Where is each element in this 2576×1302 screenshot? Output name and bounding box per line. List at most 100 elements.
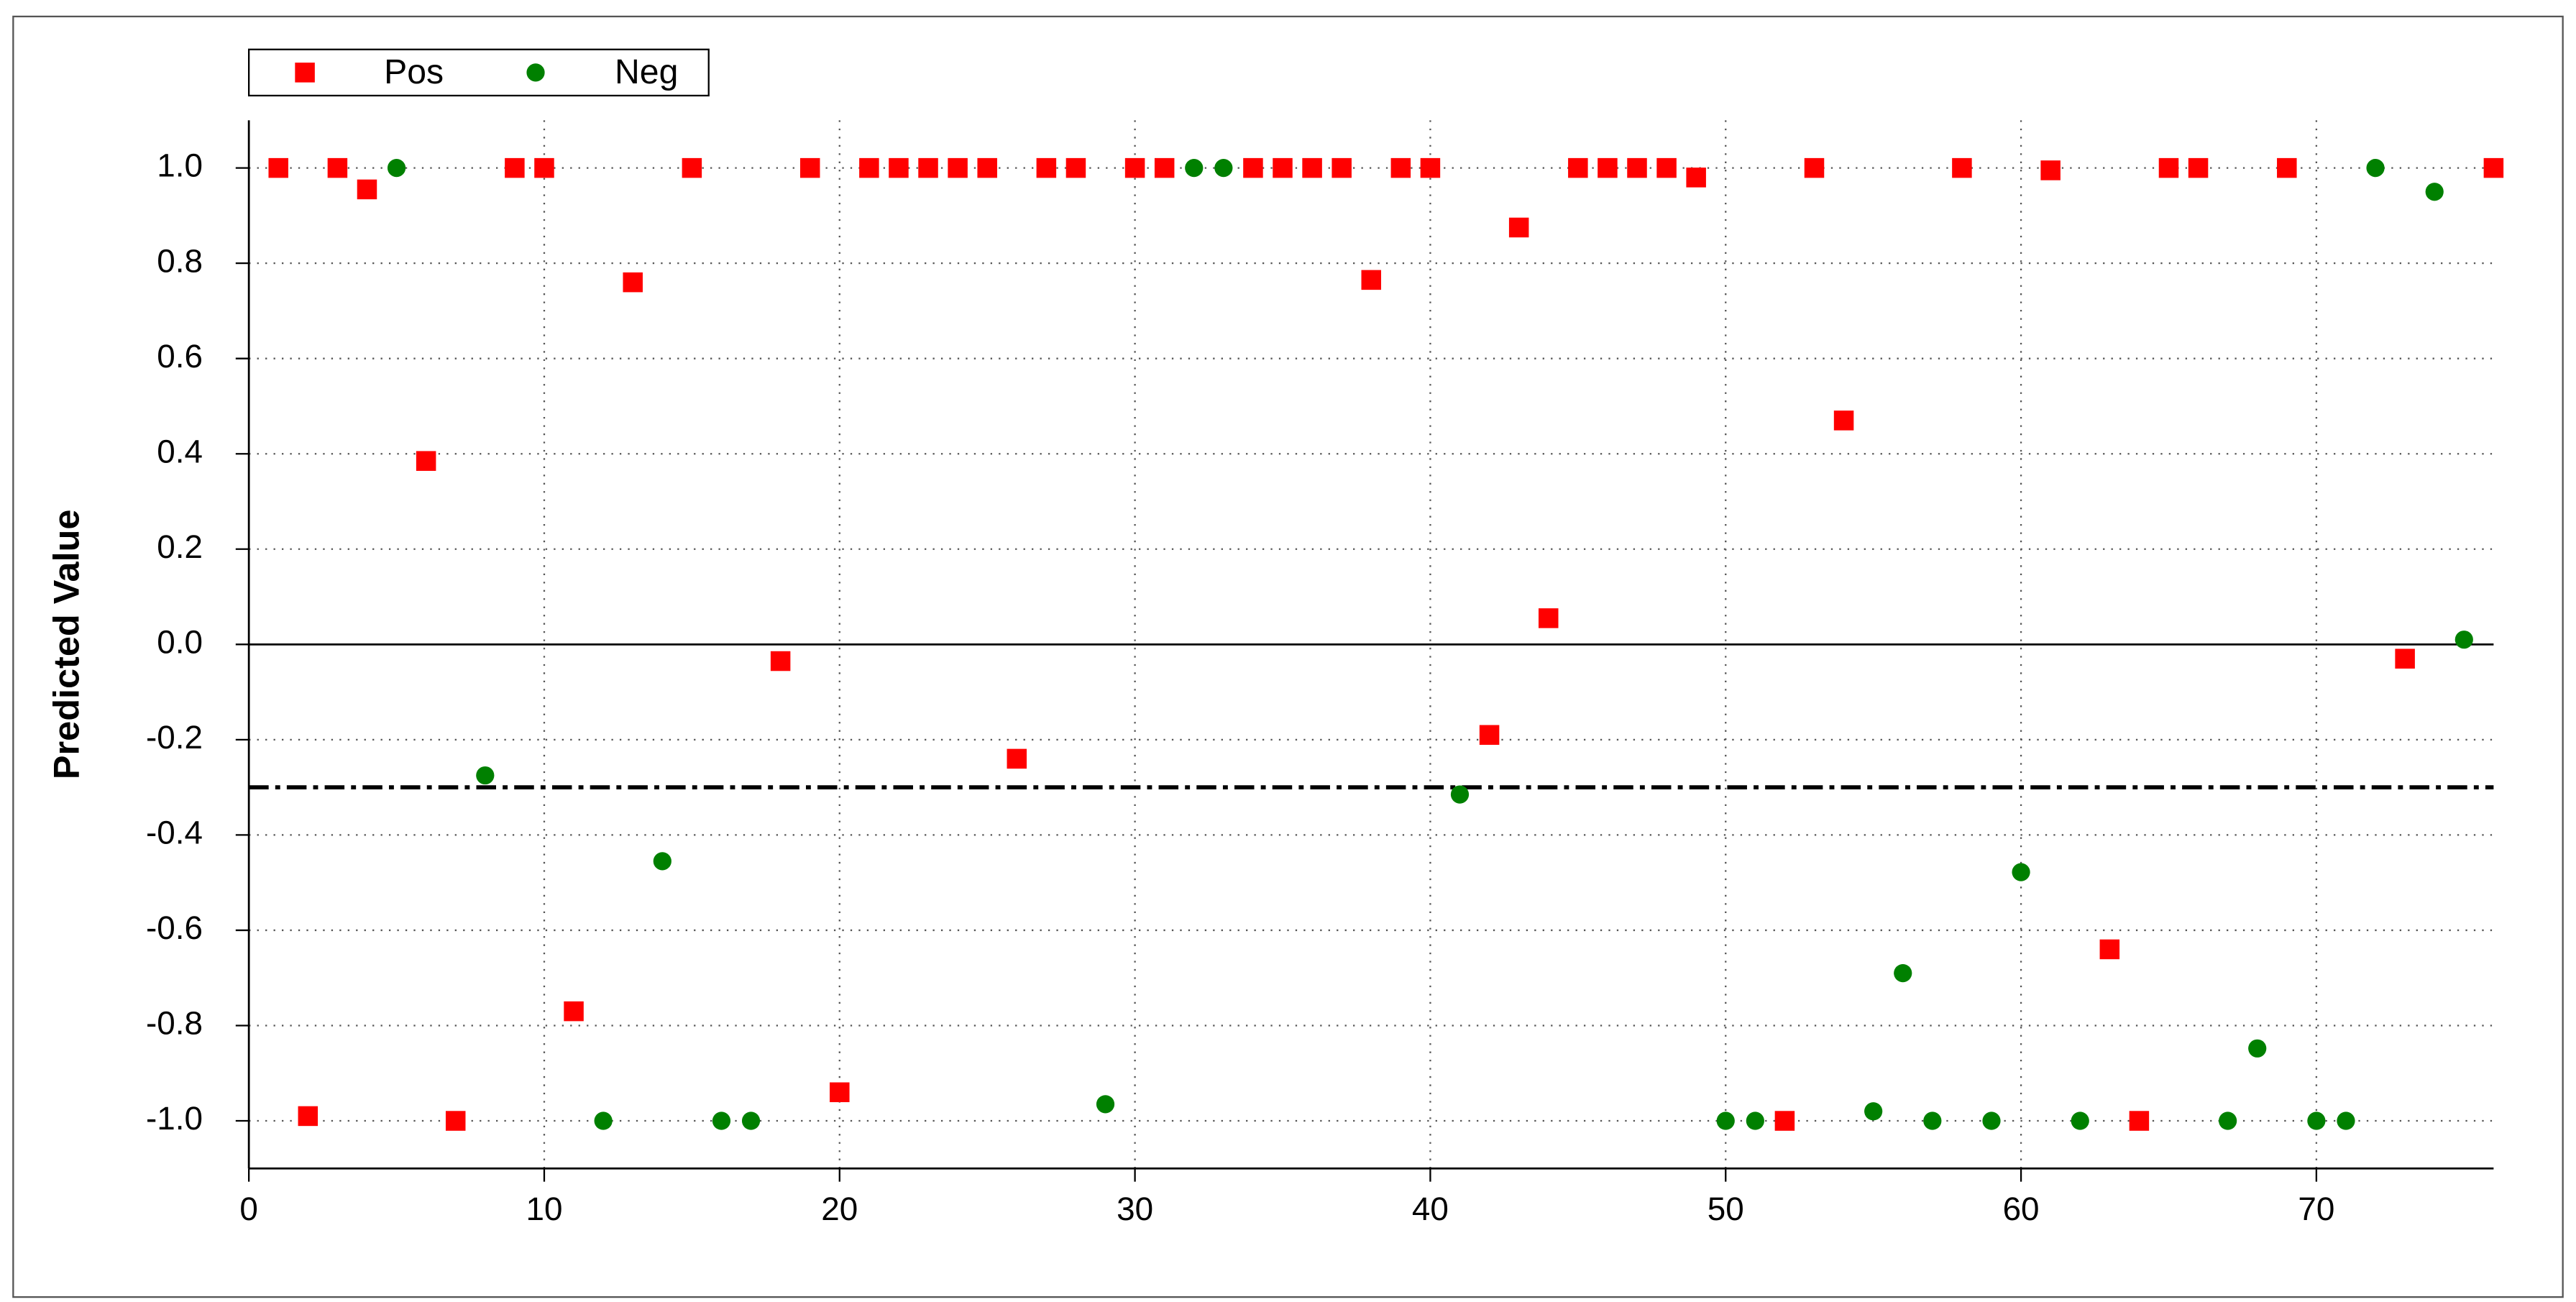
data-point [977, 157, 997, 178]
data-point [2483, 157, 2504, 178]
data-point [2012, 863, 2030, 881]
data-point [357, 179, 377, 200]
data-point [948, 157, 968, 178]
data-point [623, 272, 643, 293]
data-point [1420, 157, 1441, 178]
data-point [682, 157, 702, 178]
x-tick-label: 70 [2298, 1191, 2334, 1227]
y-tick-label: 0.8 [157, 242, 203, 279]
data-point [1007, 748, 1027, 769]
data-point [859, 157, 879, 178]
legend-marker [295, 63, 315, 83]
data-point [564, 1001, 584, 1022]
data-point [889, 157, 909, 178]
y-tick-label: -0.6 [146, 909, 203, 946]
data-point [1331, 157, 1352, 178]
data-point [1598, 157, 1618, 178]
data-point [1833, 411, 1854, 431]
data-point [1154, 157, 1175, 178]
data-point [327, 157, 348, 178]
y-tick-label: -0.4 [146, 815, 203, 851]
data-point [2040, 160, 2061, 180]
data-point [1894, 963, 1912, 983]
x-tick-label: 60 [2003, 1191, 2040, 1227]
x-tick-label: 0 [239, 1191, 258, 1227]
data-point [1686, 168, 1706, 188]
data-point [2366, 159, 2385, 178]
data-point [2158, 157, 2179, 178]
data-point [1302, 157, 1322, 178]
data-point [1214, 159, 1233, 178]
y-tick-label: 1.0 [157, 147, 203, 184]
data-point [1096, 1095, 1115, 1114]
data-point [2129, 1111, 2150, 1131]
legend-label: Pos [384, 52, 444, 91]
data-point [416, 451, 436, 471]
data-point [1390, 157, 1411, 178]
data-point [2071, 1111, 2089, 1130]
data-point [1627, 157, 1647, 178]
data-point [1656, 157, 1677, 178]
data-point [1774, 1111, 1795, 1131]
data-point [741, 1111, 761, 1130]
legend-label: Neg [615, 52, 678, 91]
data-point [1716, 1111, 1735, 1130]
x-tick-label: 20 [821, 1191, 858, 1227]
data-point [830, 1082, 850, 1103]
y-axis-label: Predicted Value [46, 510, 87, 780]
data-point [2219, 1111, 2237, 1130]
legend-box [248, 48, 710, 97]
data-point [1124, 157, 1145, 178]
data-point [2425, 183, 2444, 201]
x-tick-label: 40 [1412, 1191, 1449, 1227]
data-point [1036, 157, 1057, 178]
data-point [1508, 217, 1529, 238]
y-tick-label: -0.8 [146, 1005, 203, 1042]
data-point [445, 1111, 466, 1131]
data-point [1982, 1111, 2001, 1130]
data-point [770, 651, 791, 671]
data-point [712, 1111, 731, 1130]
x-tick-label: 50 [1708, 1191, 1744, 1227]
data-point [387, 159, 406, 178]
y-tick-label: -1.0 [146, 1100, 203, 1137]
data-point [476, 766, 495, 785]
data-point [594, 1111, 613, 1130]
data-point [1361, 270, 1382, 290]
data-point [2248, 1039, 2267, 1058]
data-point [1273, 157, 1293, 178]
chart-frame [12, 15, 2564, 1298]
data-point [1243, 157, 1263, 178]
data-point [2307, 1111, 2326, 1130]
y-tick-label: 0.0 [157, 623, 203, 660]
data-point [534, 157, 554, 178]
data-point [1479, 725, 1500, 745]
data-point [268, 157, 288, 178]
y-tick-label: -0.2 [146, 719, 203, 756]
data-point [505, 157, 525, 178]
y-tick-label: 0.2 [157, 528, 203, 565]
y-tick-label: 0.6 [157, 338, 203, 375]
legend-marker [526, 63, 545, 82]
data-point [1539, 608, 1559, 628]
data-point [2454, 631, 2473, 649]
data-point [1185, 159, 1204, 178]
x-tick-label: 10 [526, 1191, 562, 1227]
data-point [799, 157, 820, 178]
data-point [1746, 1111, 1764, 1130]
data-point [2337, 1111, 2355, 1130]
data-point [1065, 157, 1086, 178]
data-point [2099, 939, 2120, 960]
data-point [918, 157, 938, 178]
data-point [2277, 157, 2297, 178]
data-point [1450, 785, 1470, 804]
data-point [298, 1106, 318, 1127]
data-point [1804, 157, 1825, 178]
data-point [1923, 1111, 1942, 1130]
data-point [1864, 1102, 1883, 1121]
data-point [1952, 157, 1972, 178]
data-point [2188, 157, 2209, 178]
x-tick-label: 30 [1117, 1191, 1153, 1227]
